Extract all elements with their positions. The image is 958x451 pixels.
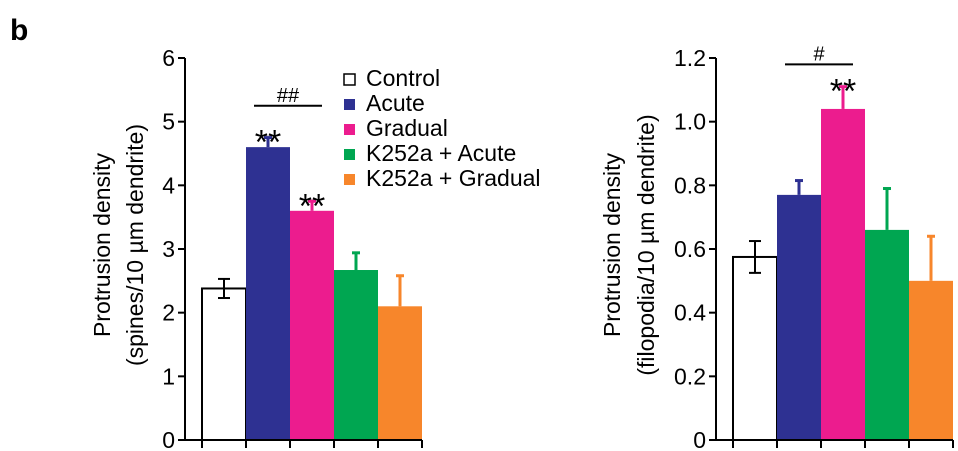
y-tick-label: 1.0 <box>674 109 706 135</box>
y-tick-label: 1 <box>162 363 175 389</box>
legend-label: Gradual <box>366 115 448 141</box>
bar <box>821 108 865 440</box>
significance-marker: ** <box>299 187 325 225</box>
legend-label: K252a + Gradual <box>366 165 541 191</box>
y-tick-label: 6 <box>162 45 175 71</box>
y-tick-label: 0 <box>693 427 706 451</box>
bar <box>777 194 821 440</box>
significance-marker: ** <box>255 124 281 162</box>
legend-label: Control <box>366 65 440 91</box>
comparison-marker: # <box>813 43 825 65</box>
panel-label: b <box>10 14 28 47</box>
y-tick-label: 1.2 <box>674 45 706 71</box>
y-tick-label: 0.2 <box>674 363 706 389</box>
spine-density-chart: 0 1 2 3 4 5 6 Protrusion density (spines/10 µm d… <box>89 45 423 451</box>
y-tick-label: 0.6 <box>674 236 706 262</box>
bar <box>334 270 378 440</box>
bar <box>201 287 247 441</box>
bar <box>909 280 953 440</box>
y-tick-label: 0 <box>162 427 175 451</box>
legend-swatch <box>344 124 355 135</box>
legend-label: K252a + Acute <box>366 140 516 166</box>
y-axis-label: Protrusion density <box>599 152 625 337</box>
y-tick-label: 0.8 <box>674 172 706 198</box>
comparison-marker: ## <box>277 85 300 107</box>
y-tick-label: 0.4 <box>674 300 706 326</box>
y-tick-label: 4 <box>162 172 175 198</box>
legend-swatch <box>344 99 355 110</box>
legend-label: Acute <box>366 90 425 116</box>
bar <box>865 229 909 440</box>
bar <box>732 255 778 442</box>
y-axis-label: (filopodia/10 µm dendrite) <box>633 114 659 375</box>
significance-marker: ** <box>830 73 856 111</box>
legend-swatch <box>344 149 355 160</box>
legend-swatch <box>344 174 355 185</box>
filopodia-density-chart: 0 0.2 0.4 0.6 0.8 1.0 1.2 Protrusion density (fi… <box>599 43 954 451</box>
bar <box>378 306 422 440</box>
y-tick-label: 2 <box>162 300 175 326</box>
y-axis-label: Protrusion density <box>89 152 115 337</box>
y-tick-label: 3 <box>162 236 175 262</box>
y-tick-label: 5 <box>162 109 175 135</box>
bar <box>290 210 334 440</box>
legend-swatch <box>343 73 356 86</box>
bar <box>246 147 290 440</box>
y-axis-label: (spines/10 µm dendrite) <box>122 124 148 366</box>
